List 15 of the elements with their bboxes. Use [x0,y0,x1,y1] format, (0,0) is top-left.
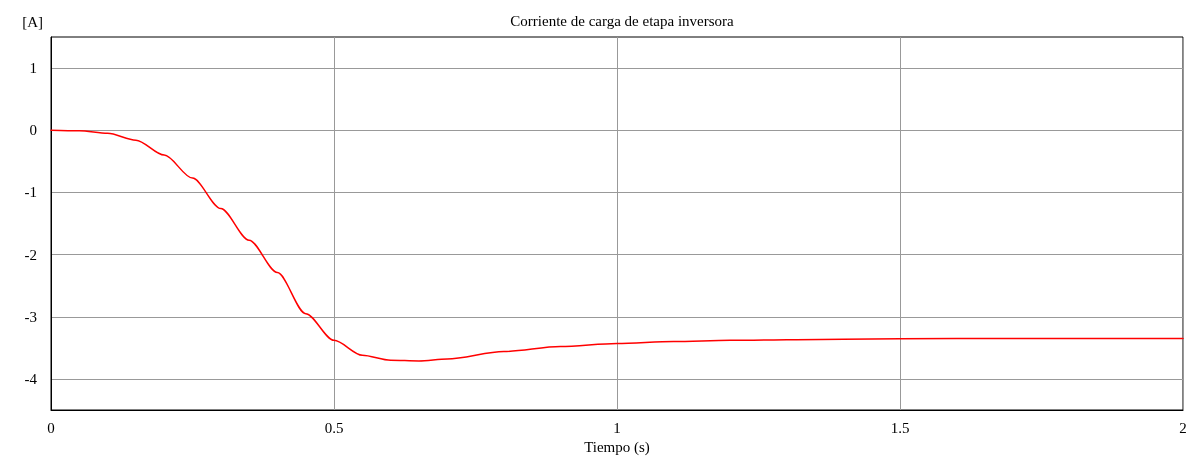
y-tick-label: -3 [24,308,37,325]
y-tick-label: -4 [24,370,38,387]
chart-title: Corriente de carga de etapa inversora [510,12,735,29]
line-series [50,129,1184,362]
x-axis-title: Tiempo (s) [584,439,650,457]
x-tick-label: 0 [47,419,55,436]
x-tick-label: 2 [1179,419,1187,436]
x-tick-label: 1.5 [890,419,910,436]
y-axis-title: [A] [22,13,43,30]
y-tick-label: -1 [24,184,37,201]
x-tick-label: 0.5 [324,419,344,436]
y-tick-label: 0 [29,122,37,139]
y-tick-label: -2 [24,246,37,263]
x-tick-label: 1 [613,419,621,436]
y-tick-label: 1 [29,60,37,77]
